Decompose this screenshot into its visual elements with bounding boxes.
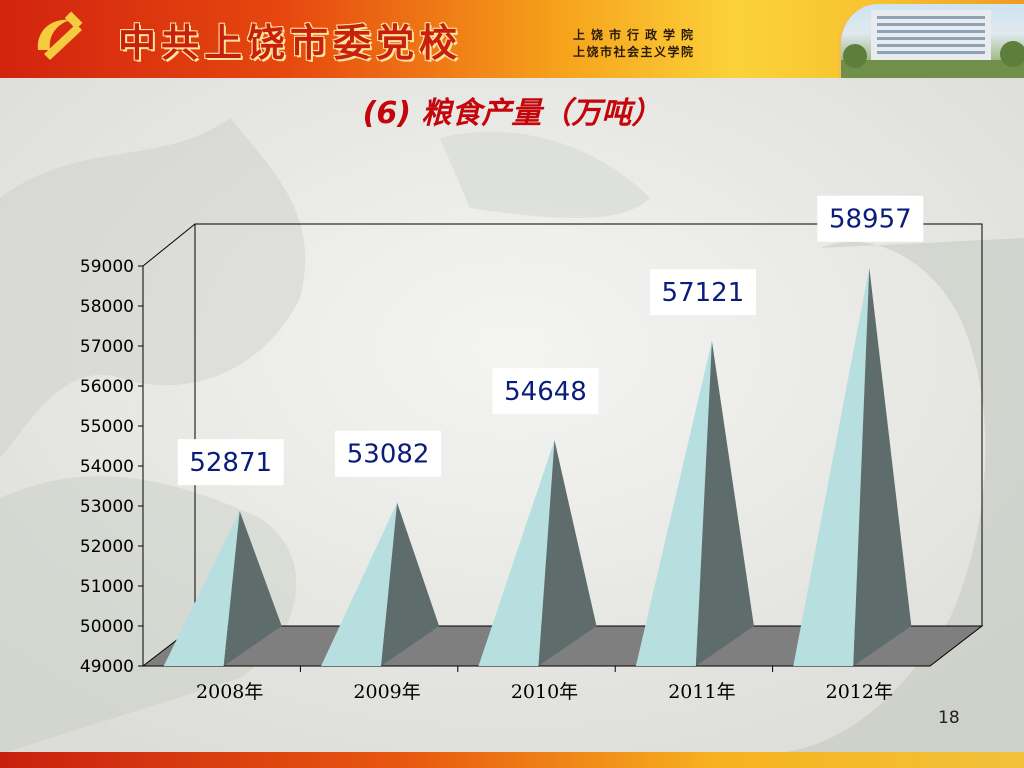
page-number: 18 (938, 708, 960, 728)
header-banner: 中共上饶市委党校 上饶市行政学院 上饶市社会主义学院 (0, 0, 1024, 78)
banner-subtitle-1: 上饶市行政学院 (573, 28, 700, 42)
y-tick-label: 50000 (80, 617, 134, 637)
slide-title: (6) 粮食产量（万吨） (362, 96, 662, 131)
data-label: 58957 (829, 205, 912, 235)
pyramid-side-face (538, 440, 597, 666)
data-label: 52871 (189, 448, 272, 478)
pyramid-front-face (635, 341, 712, 666)
hammer-sickle-icon (37, 11, 83, 60)
pyramid-front-face (321, 502, 398, 666)
data-label-box (492, 368, 599, 415)
y-tick-label: 57000 (80, 337, 134, 357)
pyramid-front-face (163, 511, 240, 666)
pyramid-front-face (478, 440, 555, 666)
pyramid-side-face (381, 502, 440, 666)
y-tick-label: 49000 (80, 657, 134, 677)
x-tick-label: 2012年 (826, 681, 893, 703)
data-label-box (817, 195, 924, 242)
y-tick-label: 56000 (80, 377, 134, 397)
y-tick-label: 59000 (80, 257, 134, 277)
y-tick-label: 53000 (80, 497, 134, 517)
banner-title: 中共上饶市委党校 (118, 20, 463, 65)
data-label: 54648 (504, 377, 587, 407)
data-label: 53082 (347, 440, 430, 470)
x-tick-label: 2009年 (353, 681, 420, 703)
data-label-box (649, 269, 756, 316)
y-tick-label: 52000 (80, 537, 134, 557)
y-tick-label: 51000 (80, 577, 134, 597)
bottom-bar (0, 752, 1024, 768)
x-tick-label: 2011年 (668, 681, 735, 703)
pyramid-side-face (853, 267, 912, 666)
pyramid-front-face (793, 267, 870, 666)
x-tick-label: 2010年 (511, 681, 578, 703)
pyramid-side-face (223, 511, 282, 666)
data-label: 57121 (662, 278, 745, 308)
y-tick-label: 58000 (80, 297, 134, 317)
y-tick-label: 54000 (80, 457, 134, 477)
data-label-box (335, 430, 442, 477)
y-tick-label: 55000 (80, 417, 134, 437)
data-label-box (177, 439, 284, 486)
pyramid-side-face (695, 341, 754, 666)
banner-subtitle-2: 上饶市社会主义学院 (573, 45, 695, 59)
campus-photo (838, 4, 1024, 78)
x-tick-label: 2008年 (196, 681, 263, 703)
